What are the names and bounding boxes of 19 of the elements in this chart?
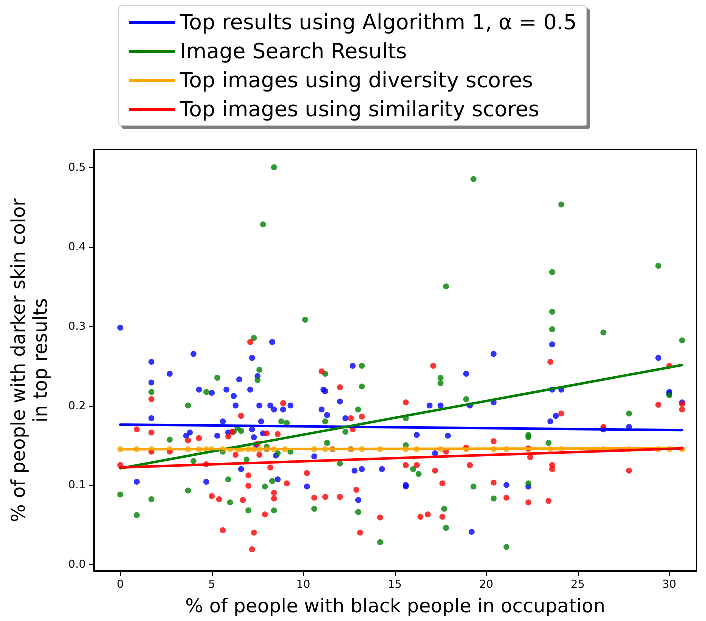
y-axis-title: % of people with darker skin color in top results (8, 198, 52, 522)
x-tick-label: 10 (296, 578, 311, 591)
x-tick-label: 0 (117, 578, 124, 591)
legend-label: Top images using diversity scores (179, 68, 534, 92)
legend-label: Top images using similarity scores (179, 98, 540, 122)
y-tick-label: 0.0 (68, 558, 86, 572)
y-tick-label: 0.5 (68, 160, 86, 174)
x-axis-title: % of people with black people in occupation (185, 596, 606, 618)
x-tick-label: 5 (208, 578, 216, 591)
legend-label: Top results using Algorithm 1, α = 0.5 (179, 10, 577, 34)
y-tick-label: 0.1 (68, 478, 86, 492)
y-tick-label: 0.2 (68, 399, 86, 412)
y-tick-label: 0.3 (68, 320, 86, 333)
y-tick-label: 0.4 (68, 240, 86, 254)
x-tick-label: 25 (571, 578, 586, 591)
x-tick-label: 20 (480, 578, 494, 591)
legend-label: Image Search Results (180, 40, 408, 64)
x-tick-label: 30 (662, 578, 677, 591)
x-tick-label: 15 (388, 578, 402, 591)
